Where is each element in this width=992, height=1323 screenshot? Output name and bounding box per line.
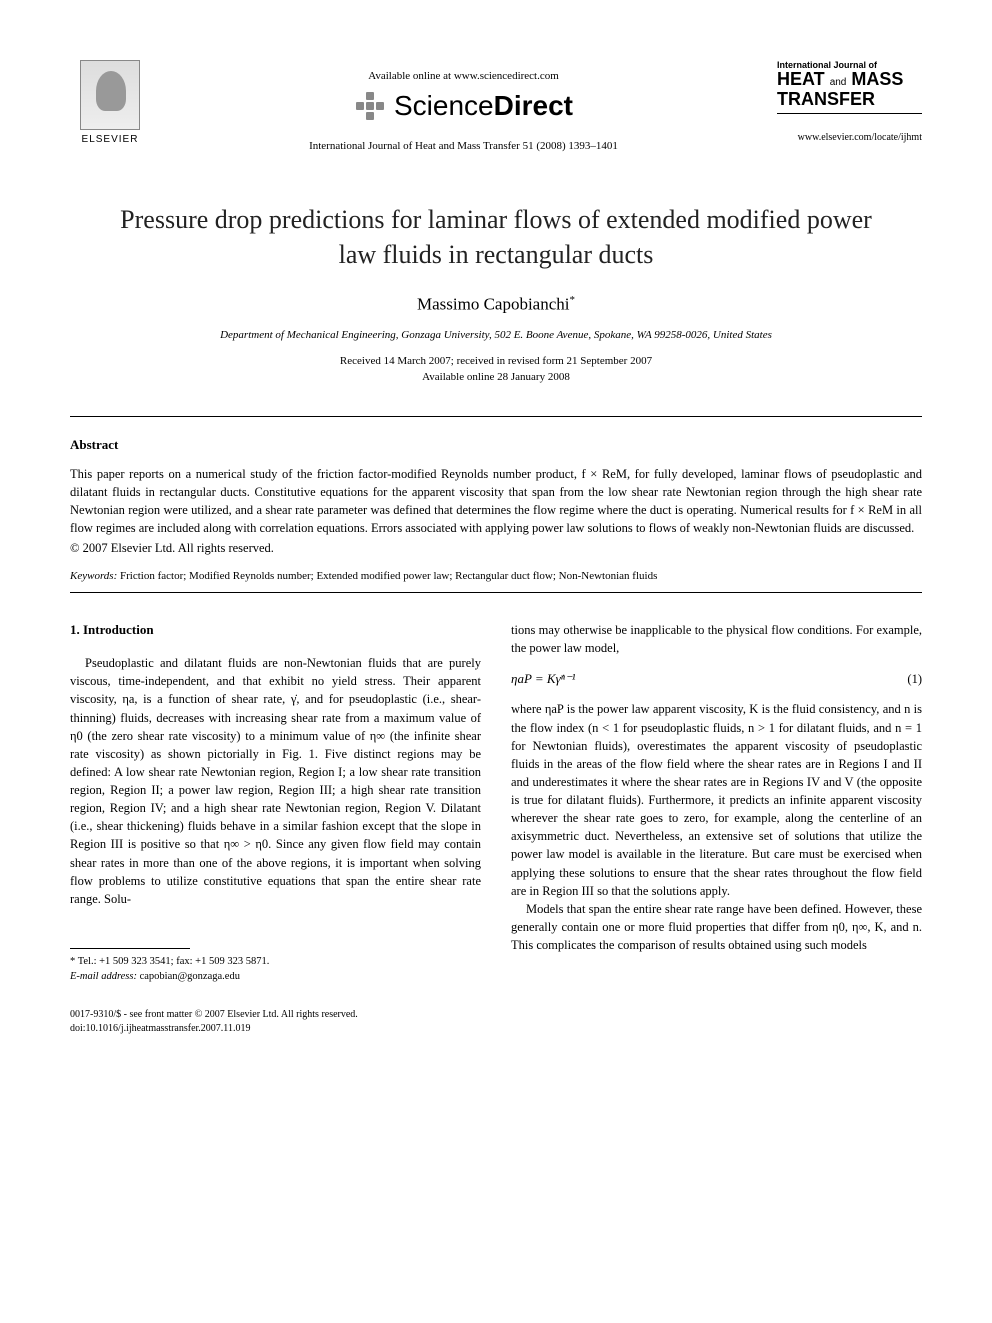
keywords: Keywords: Friction factor; Modified Reyn…: [70, 570, 922, 582]
sd-direct: Direct: [494, 90, 573, 121]
equation-expr: ηaP = Kγ̇ⁿ⁻¹: [511, 670, 576, 689]
introduction-heading: 1. Introduction: [70, 621, 481, 640]
available-online-text: Available online at www.sciencedirect.co…: [150, 70, 777, 82]
intro-para-2b: where ηaP is the power law apparent visc…: [511, 700, 922, 899]
abstract-heading: Abstract: [70, 437, 922, 453]
keywords-list: Friction factor; Modified Reynolds numbe…: [120, 570, 657, 582]
footer-issn: 0017-9310/$ - see front matter © 2007 El…: [70, 1008, 922, 1022]
sd-science: Science: [394, 90, 494, 121]
author-affiliation: Department of Mechanical Engineering, Go…: [70, 329, 922, 341]
elsevier-logo: ELSEVIER: [70, 60, 150, 145]
sciencedirect-text: ScienceDirect: [394, 90, 573, 122]
right-column: tions may otherwise be inapplicable to t…: [511, 621, 922, 984]
corresponding-footnote: * Tel.: +1 509 323 3541; fax: +1 509 323…: [70, 955, 481, 984]
journal-title-box: International Journal of HEAT and MASS T…: [777, 60, 922, 143]
corresponding-marker: *: [570, 294, 576, 306]
footnote-tel: * Tel.: +1 509 323 3541; fax: +1 509 323…: [70, 955, 481, 970]
sciencedirect-logo: ScienceDirect: [150, 90, 777, 122]
body-columns: 1. Introduction Pseudoplastic and dilata…: [70, 621, 922, 984]
left-column: 1. Introduction Pseudoplastic and dilata…: [70, 621, 481, 984]
page-header: ELSEVIER Available online at www.science…: [70, 60, 922, 152]
footnote-email: E-mail address: capobian@gonzaga.edu: [70, 970, 481, 985]
footer-doi: doi:10.1016/j.ijheatmasstransfer.2007.11…: [70, 1022, 922, 1036]
keywords-label: Keywords:: [70, 570, 117, 582]
divider: [70, 416, 922, 417]
intro-para-3: Models that span the entire shear rate r…: [511, 900, 922, 954]
divider: [70, 592, 922, 593]
article-dates: Received 14 March 2007; received in revi…: [70, 353, 922, 386]
article-title: Pressure drop predictions for laminar fl…: [110, 202, 882, 272]
abstract-copyright: © 2007 Elsevier Ltd. All rights reserved…: [70, 541, 922, 556]
online-date: Available online 28 January 2008: [70, 369, 922, 386]
footnote-rule: [70, 948, 190, 949]
locate-url: www.elsevier.com/locate/ijhmt: [777, 132, 922, 143]
journal-reference: International Journal of Heat and Mass T…: [150, 140, 777, 152]
equation-number: (1): [907, 670, 922, 688]
intro-para-2a: tions may otherwise be inapplicable to t…: [511, 621, 922, 657]
journal-heat-mass: HEAT and MASS TRANSFER: [777, 70, 922, 110]
sciencedirect-icon: [354, 90, 386, 122]
received-date: Received 14 March 2007; received in revi…: [70, 353, 922, 370]
center-header: Available online at www.sciencedirect.co…: [150, 60, 777, 152]
equation-1: ηaP = Kγ̇ⁿ⁻¹ (1): [511, 670, 922, 689]
elsevier-label: ELSEVIER: [82, 134, 139, 145]
elsevier-tree-icon: [80, 60, 140, 130]
intro-para-1: Pseudoplastic and dilatant fluids are no…: [70, 654, 481, 908]
author-name: Massimo Capobianchi*: [70, 294, 922, 315]
page-footer: 0017-9310/$ - see front matter © 2007 El…: [70, 1008, 922, 1036]
abstract-text: This paper reports on a numerical study …: [70, 465, 922, 538]
